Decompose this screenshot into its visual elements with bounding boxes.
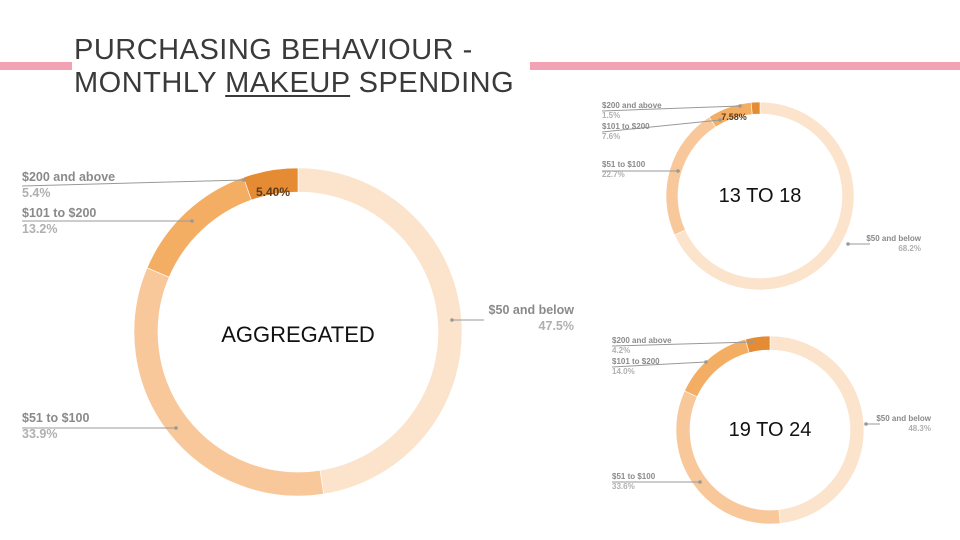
label-category-aggregated-101-to-200: $101 to $200: [22, 206, 96, 220]
leader-dot-13-to-18-200-and-above: [738, 104, 742, 108]
label-category-13-to-18-50-and-below: $50 and below: [866, 234, 921, 243]
label-value-19-to-24-200-and-above: 4.2%: [612, 346, 630, 355]
center-label-19-to-24: 19 TO 24: [729, 419, 812, 441]
label-category-13-to-18-200-and-above: $200 and above: [602, 101, 662, 110]
leader-dot-19-to-24-50-and-below: [864, 422, 868, 426]
title-line-1: PURCHASING BEHAVIOUR -: [74, 34, 473, 66]
label-category-19-to-24-101-to-200: $101 to $200: [612, 357, 660, 366]
title-underlined-word: MAKEUP: [225, 67, 351, 99]
label-value-19-to-24-50-and-below: 48.3%: [908, 424, 931, 433]
label-value-19-to-24-51-to-100: 33.6%: [612, 482, 635, 491]
leader-dot-aggregated-51-to-100: [174, 426, 178, 430]
label-category-13-to-18-51-to-100: $51 to $100: [602, 160, 646, 169]
slice-19-to-24-101-to-200: [684, 338, 750, 398]
center-label-aggregated: AGGREGATED: [221, 322, 375, 347]
slide-title: PURCHASING BEHAVIOUR - MONTHLY MAKEUP SP…: [74, 34, 514, 100]
label-category-19-to-24-51-to-100: $51 to $100: [612, 472, 656, 481]
label-value-aggregated-51-to-100: 33.9%: [22, 427, 57, 441]
label-category-19-to-24-200-and-above: $200 and above: [612, 336, 672, 345]
leader-dot-13-to-18-50-and-below: [846, 242, 850, 246]
label-value-13-to-18-51-to-100: 22.7%: [602, 170, 625, 179]
leader-dot-13-to-18-51-to-100: [676, 169, 680, 173]
slice-aggregated-200-and-above: [243, 167, 299, 201]
leader-dot-aggregated-200-and-above: [242, 178, 246, 182]
label-category-aggregated-50-and-below: $50 and below: [489, 303, 575, 317]
label-value-19-to-24-101-to-200: 14.0%: [612, 367, 635, 376]
leader-dot-aggregated-50-and-below: [450, 318, 454, 322]
pink-accent-bar-left: [0, 62, 72, 70]
label-value-13-to-18-101-to-200: 7.6%: [602, 132, 620, 141]
leader-line-19-to-24-200-and-above: [611, 341, 753, 347]
leader-line-aggregated-200-and-above: [21, 179, 245, 187]
leader-dot-19-to-24-101-to-200: [704, 360, 708, 364]
slice-aggregated-101-to-200: [146, 176, 252, 278]
leader-dot-aggregated-101-to-200: [190, 219, 194, 223]
label-value-aggregated-101-to-200: 13.2%: [22, 222, 57, 236]
label-category-aggregated-200-and-above: $200 and above: [22, 170, 115, 184]
slice-annotation-aggregated: 5.40%: [256, 185, 290, 199]
slice-annotation-13-to-18: 7.58%: [721, 112, 747, 122]
leader-dot-19-to-24-51-to-100: [698, 480, 702, 484]
label-category-13-to-18-101-to-200: $101 to $200: [602, 122, 650, 131]
label-value-13-to-18-50-and-below: 68.2%: [898, 244, 921, 253]
label-value-aggregated-50-and-below: 47.5%: [539, 319, 574, 333]
title-line-2-prefix: MONTHLY: [74, 67, 226, 99]
slice-aggregated-51-to-100: [133, 267, 324, 497]
leader-line-13-to-18-200-and-above: [601, 105, 741, 112]
label-value-aggregated-200-and-above: 5.4%: [22, 186, 51, 200]
label-value-13-to-18-200-and-above: 1.5%: [602, 111, 620, 120]
label-category-aggregated-51-to-100: $51 to $100: [22, 411, 89, 425]
leader-line-19-to-24-101-to-200: [611, 361, 707, 368]
center-label-13-to-18: 13 TO 18: [719, 185, 802, 207]
slice-19-to-24-51-to-100: [675, 390, 781, 525]
pink-accent-bar-right: [530, 62, 960, 70]
slice-19-to-24-200-and-above: [745, 335, 771, 354]
slice-13-to-18-200-and-above: [750, 101, 761, 115]
leader-dot-13-to-18-101-to-200: [718, 118, 722, 122]
slice-13-to-18-51-to-100: [665, 116, 717, 236]
title-line-2-suffix: SPENDING: [350, 67, 515, 99]
leader-line-13-to-18-101-to-200: [601, 119, 721, 133]
leader-dot-19-to-24-200-and-above: [750, 340, 754, 344]
label-category-19-to-24-50-and-below: $50 and below: [876, 414, 931, 423]
